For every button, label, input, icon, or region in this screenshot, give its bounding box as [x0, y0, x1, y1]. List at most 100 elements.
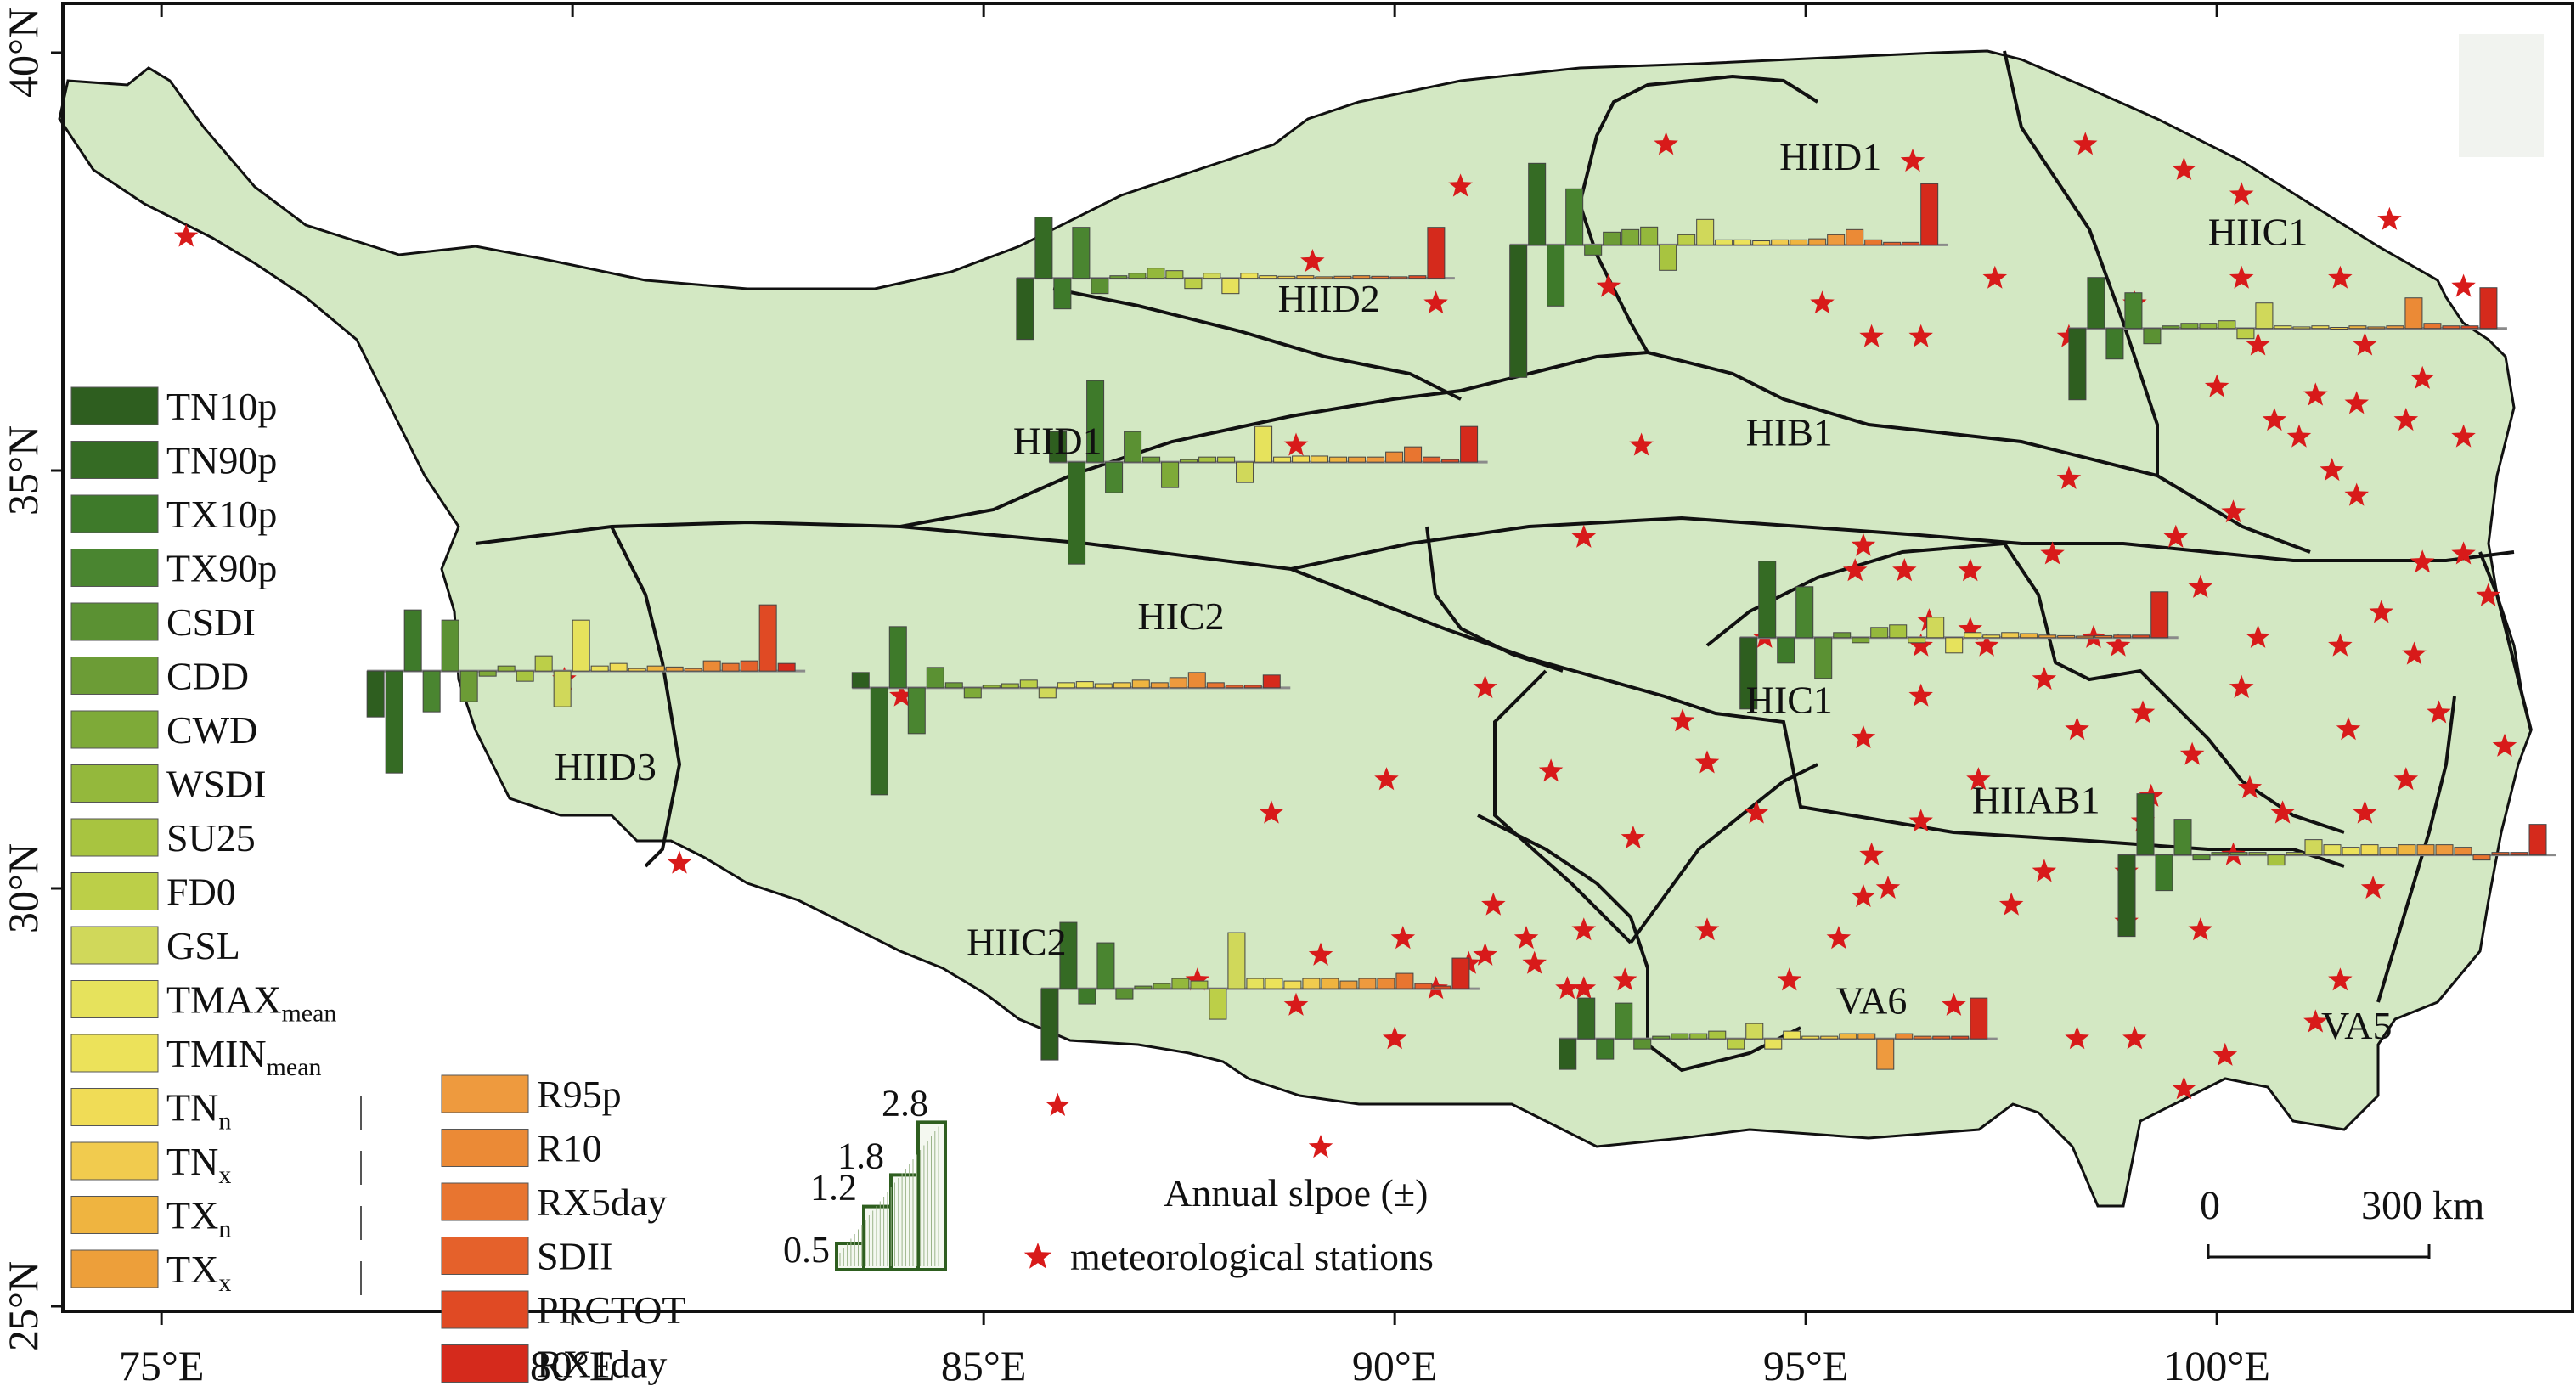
chart-bar: [553, 670, 572, 707]
station-star: [1612, 967, 1637, 991]
region-labels: HIID1 HIIC1 HIID2 HID1 HIB1 HIC2 HIC1 HIID3 HIIA…: [555, 135, 2393, 1047]
station-star: [2328, 633, 2353, 657]
region-label-hiid3: HIID3: [555, 745, 657, 788]
legend-swatch: [70, 602, 159, 641]
chart-bar: [385, 670, 403, 774]
chart-bar: [441, 619, 459, 672]
station-star: [2492, 733, 2517, 757]
bar-chart-va6: [1559, 997, 1998, 1070]
chart-bar: [2267, 854, 2286, 866]
chart-bar: [1814, 637, 1833, 679]
station-star: [1777, 967, 1802, 991]
bar-chart-hiic2: [1040, 921, 1480, 1061]
station-star: [1851, 724, 1876, 748]
chart-bar: [2211, 852, 2229, 856]
chart-bar: [1091, 278, 1109, 295]
legend-label: SDII: [537, 1235, 612, 1278]
chart-bar: [1142, 456, 1161, 463]
chart-bar: [2528, 824, 2547, 856]
legend-swatch: [70, 549, 159, 587]
chart-bar: [2192, 854, 2211, 861]
chart-bar: [2379, 847, 2398, 856]
station-star: [1998, 892, 2024, 916]
chart-bar: [982, 685, 1001, 689]
chart-bar: [1565, 188, 1584, 245]
chart-bar: [907, 687, 926, 735]
chart-bar: [609, 662, 628, 672]
chart-bar: [1075, 681, 1094, 689]
station-star: [2377, 206, 2402, 230]
station-star: [1571, 524, 1597, 548]
legend-label: FD0: [166, 871, 236, 914]
legend-label: SU25: [166, 816, 256, 859]
legend-label: WSDI: [166, 763, 267, 806]
chart-bar: [422, 670, 441, 713]
chart-bar: [1265, 978, 1283, 989]
legend-right-column: R95p R10 RX5day SDII PRCTOT RX1day: [441, 1073, 686, 1386]
chart-bar: [2442, 325, 2460, 330]
legend-swatch: [70, 926, 159, 965]
scalebar-max: 300 km: [2361, 1183, 2484, 1228]
chart-bar: [1460, 425, 1479, 463]
chart-bar: [1827, 234, 1846, 245]
chart-bar: [1889, 624, 1908, 639]
station-star: [2229, 182, 2254, 206]
chart-bar: [702, 660, 721, 672]
legend-label: TNn: [166, 1086, 231, 1136]
station-star: [1046, 1092, 1070, 1116]
chart-bar: [2076, 635, 2094, 639]
chart-bar: [516, 670, 534, 682]
chart-bar: [2117, 854, 2136, 938]
station-star: [173, 223, 199, 247]
chart-bar: [1870, 627, 1889, 639]
chart-bar: [1203, 273, 1221, 279]
chart-bar: [1423, 456, 1441, 463]
chart-bar: [2255, 302, 2274, 330]
legend-label: TX10p: [166, 493, 277, 536]
slope-scale-legend: 0.5 1.21.8 2.8: [783, 1082, 947, 1272]
chart-bar: [2311, 325, 2330, 330]
chart-bar: [1057, 682, 1075, 689]
station-star: [1908, 633, 1933, 657]
legend-label: R10: [537, 1127, 602, 1170]
chart-bar: [740, 660, 758, 672]
chart-bar: [2286, 852, 2304, 856]
chart-bar: [2404, 297, 2423, 330]
chart-bar: [1385, 451, 1404, 463]
station-star: [1555, 976, 1580, 1000]
chart-bar: [1970, 997, 1988, 1040]
chart-bar: [963, 687, 982, 699]
station-star: [2221, 499, 2246, 523]
chart-bar: [1908, 637, 1926, 644]
chart-bar: [1206, 682, 1225, 689]
chart-bar: [1777, 637, 1795, 664]
chart-bar: [497, 665, 516, 672]
chart-bar: [1059, 921, 1078, 989]
chart-bar: [590, 665, 609, 672]
station-star: [2286, 424, 2312, 448]
chart-bar: [1078, 988, 1096, 1005]
chart-bar: [2360, 844, 2379, 856]
chart-bar: [1068, 461, 1086, 565]
legend-swatch: [70, 818, 159, 857]
chart-bar: [2472, 854, 2491, 861]
chart-bar: [1920, 183, 1939, 245]
station-star: [2427, 700, 2451, 724]
chart-bar: [1034, 217, 1053, 279]
chart-bar: [1124, 431, 1142, 463]
chart-bar: [1134, 985, 1153, 989]
chart-bar: [1708, 1030, 1727, 1040]
station-star: [1670, 708, 1695, 732]
chart-bar: [1696, 218, 1715, 245]
longitude-axis: 75°E 80°E 85°E 90°E 95°E 100°E: [119, 3, 2270, 1389]
chart-bar: [1246, 978, 1265, 989]
station-star: [1908, 809, 1933, 832]
station-star: [2451, 541, 2476, 565]
station-star: [1843, 558, 1868, 582]
chart-bar: [2087, 277, 2105, 330]
legend-swatch: [70, 980, 159, 1018]
region-label-va5: VA5: [2321, 1004, 2393, 1047]
station-star: [2393, 408, 2419, 431]
chart-bar: [2398, 844, 2416, 856]
chart-bar: [1105, 461, 1124, 493]
